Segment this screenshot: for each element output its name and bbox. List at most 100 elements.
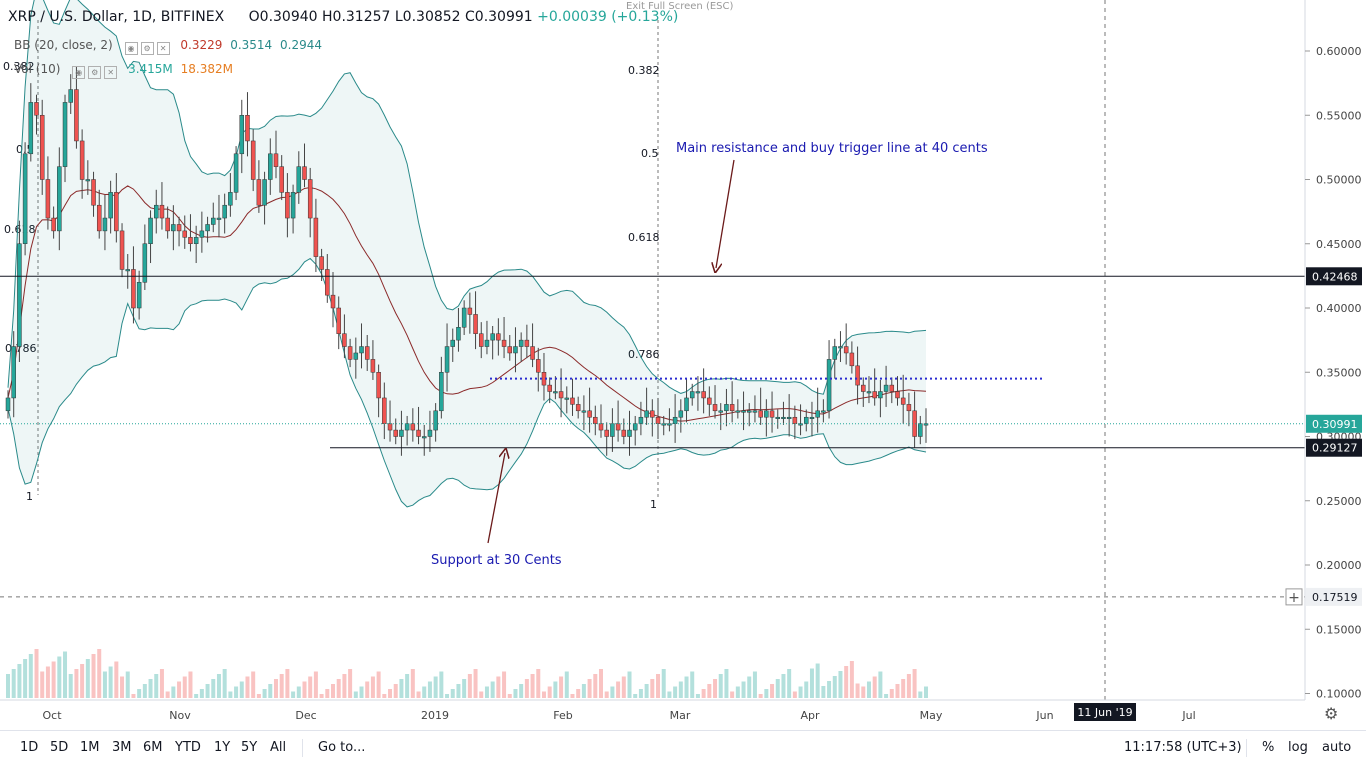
- timeframe-1y[interactable]: 1Y: [214, 740, 231, 755]
- timeframe-all[interactable]: All: [270, 740, 287, 755]
- volume-bar: [370, 676, 375, 698]
- percent-scale-button[interactable]: %: [1262, 740, 1275, 755]
- candle-body: [22, 153, 28, 244]
- candle-body: [148, 217, 153, 245]
- candle-body: [883, 384, 889, 392]
- volume-bar: [775, 679, 780, 698]
- volume-bar: [758, 694, 763, 698]
- candle-body: [39, 115, 45, 180]
- settings-icon[interactable]: ⚙: [88, 66, 102, 79]
- volume-bar: [211, 679, 216, 698]
- exit-fullscreen-hint[interactable]: Exit Full Screen (ESC): [626, 1, 734, 12]
- volume-bar: [399, 679, 404, 698]
- bb-indicator-legend[interactable]: BB (20, close, 2) ◉ ⚙ ✕ 0.3229 0.3514 0.29…: [14, 38, 322, 55]
- volume-bar: [205, 684, 210, 698]
- volume-bar: [770, 684, 775, 698]
- candle-body: [650, 410, 655, 418]
- volume-bar: [644, 684, 649, 698]
- y-tick-label: 0.40000: [1316, 302, 1362, 315]
- volume-bar: [120, 676, 125, 698]
- candle-body: [410, 423, 416, 431]
- volume-bar: [838, 671, 843, 698]
- candle-body: [211, 217, 216, 225]
- candle-body: [610, 423, 615, 437]
- candle-body: [707, 397, 712, 405]
- vol-indicator-legend[interactable]: Vol (10) ◉ ⚙ ✕ 3.415M 18.382M: [14, 62, 233, 79]
- candle-body: [108, 192, 113, 219]
- volume-bar: [262, 689, 267, 698]
- candle-body: [325, 269, 330, 296]
- settings-icon[interactable]: ⚙: [140, 42, 154, 55]
- volume-bar: [889, 689, 894, 698]
- auto-scale-button[interactable]: auto: [1322, 740, 1352, 755]
- volume-bar: [273, 679, 278, 698]
- volume-bar: [359, 686, 364, 698]
- candle-body: [712, 404, 718, 412]
- x-tick-label: Oct: [42, 709, 62, 722]
- volume-bar: [319, 694, 324, 698]
- fib-label-right: 0.5: [641, 147, 659, 160]
- x-tick-label: Jun: [1035, 709, 1053, 722]
- close-icon[interactable]: ✕: [156, 42, 170, 55]
- timeframe-5d[interactable]: 5D: [50, 740, 69, 755]
- timeframe-5y[interactable]: 5Y: [241, 740, 258, 755]
- volume-bar: [787, 669, 792, 698]
- candle-body: [804, 416, 809, 424]
- candle-body: [758, 410, 763, 418]
- candle-body: [307, 179, 313, 219]
- log-scale-button[interactable]: log: [1288, 740, 1308, 755]
- chart-settings-icon[interactable]: ⚙: [1324, 704, 1339, 723]
- volume-bar: [741, 681, 746, 698]
- candle-body: [473, 314, 478, 334]
- candle-body: [176, 224, 182, 232]
- volume-bar: [718, 674, 723, 698]
- volume-bar: [131, 694, 136, 698]
- timeframe-3m[interactable]: 3M: [112, 740, 132, 755]
- volume-bar: [621, 676, 626, 698]
- bb-upper-line: [7, 0, 927, 395]
- volume-bar: [313, 671, 318, 698]
- volume-bar: [410, 669, 415, 698]
- volume-bar: [336, 679, 341, 698]
- candle-body: [450, 339, 455, 347]
- volume-bar: [684, 676, 689, 698]
- candle-body: [786, 416, 792, 419]
- y-tick-label: 0.55000: [1316, 109, 1362, 122]
- candle-body: [74, 89, 79, 142]
- price-label-resistance: 0.42468: [1312, 270, 1358, 283]
- candle-body: [570, 397, 575, 405]
- eye-icon[interactable]: ◉: [72, 66, 86, 79]
- candle-body: [598, 423, 604, 431]
- candle-body: [399, 429, 404, 437]
- close-icon[interactable]: ✕: [104, 66, 118, 79]
- x-tick-label: Nov: [169, 709, 191, 722]
- eye-icon[interactable]: ◉: [124, 42, 138, 55]
- symbol-header: XRP / U.S. Dollar, 1D, BITFINEX O0.30940…: [8, 9, 678, 25]
- candle-body: [593, 416, 598, 424]
- volume-bar: [604, 691, 609, 698]
- volume-bar: [456, 684, 461, 698]
- volume-bar: [581, 684, 586, 698]
- crosshair-price-label: 0.17519: [1312, 591, 1358, 604]
- candle-body: [216, 217, 222, 220]
- volume-bar: [279, 674, 284, 698]
- clock[interactable]: 11:17:58 (UTC+3): [1124, 740, 1242, 755]
- support-arrow: [487, 453, 505, 544]
- timeframe-ytd[interactable]: YTD: [175, 740, 201, 755]
- candle-body: [239, 115, 245, 155]
- candle-body: [564, 397, 570, 400]
- timeframe-6m[interactable]: 6M: [143, 740, 163, 755]
- candle-body: [370, 359, 376, 373]
- plus-icon: +: [1288, 590, 1300, 606]
- timeframe-1m[interactable]: 1M: [80, 740, 100, 755]
- candle-body: [672, 416, 678, 424]
- volume-bar: [496, 676, 501, 698]
- candle-body: [781, 416, 786, 419]
- timeframe-1d[interactable]: 1D: [20, 740, 39, 755]
- candle-body: [484, 339, 490, 347]
- candle-body: [439, 372, 444, 412]
- volume-bar: [861, 686, 866, 698]
- goto-date-button[interactable]: Go to...: [318, 740, 366, 755]
- volume-bar: [216, 674, 221, 698]
